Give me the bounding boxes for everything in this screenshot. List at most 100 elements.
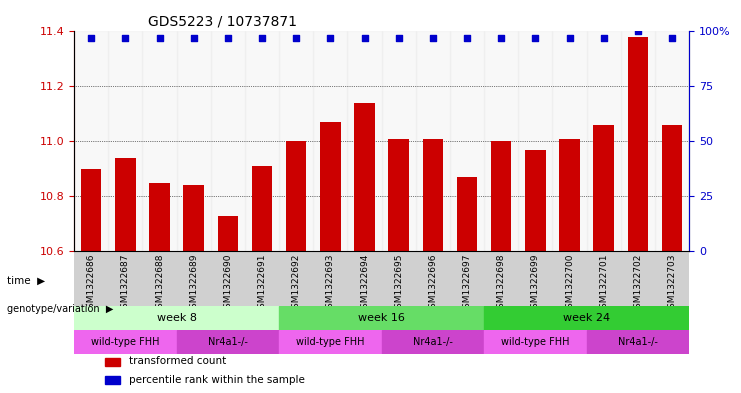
Text: percentile rank within the sample: percentile rank within the sample: [130, 375, 305, 385]
Point: [564, 35, 576, 41]
Text: wild-type FHH: wild-type FHH: [296, 337, 365, 347]
Point: [598, 35, 610, 41]
Bar: [218, 215, 238, 251]
Text: week 8: week 8: [156, 313, 196, 323]
Point: [85, 35, 97, 41]
Bar: [105, 358, 120, 365]
Text: GSM1322697: GSM1322697: [462, 254, 471, 314]
Bar: [587, 330, 689, 354]
Bar: [450, 31, 484, 251]
Text: GDS5223 / 10737871: GDS5223 / 10737871: [148, 15, 297, 29]
Text: week 16: week 16: [358, 313, 405, 323]
Point: [529, 35, 541, 41]
Bar: [587, 251, 621, 306]
Bar: [388, 139, 409, 251]
Text: GSM1322694: GSM1322694: [360, 254, 369, 314]
Bar: [450, 251, 484, 306]
Bar: [142, 251, 176, 306]
Bar: [279, 31, 313, 251]
Text: GSM1322702: GSM1322702: [634, 254, 642, 314]
Bar: [382, 251, 416, 306]
Point: [632, 28, 644, 35]
Bar: [354, 103, 375, 251]
Bar: [279, 330, 382, 354]
Point: [461, 35, 473, 41]
Bar: [245, 31, 279, 251]
Bar: [587, 31, 621, 251]
Bar: [313, 251, 348, 306]
Text: GSM1322691: GSM1322691: [258, 254, 267, 314]
Text: GSM1322690: GSM1322690: [223, 254, 233, 314]
Bar: [525, 150, 545, 251]
Bar: [108, 251, 142, 306]
Point: [290, 35, 302, 41]
Point: [427, 35, 439, 41]
Bar: [655, 31, 689, 251]
Bar: [320, 122, 341, 251]
Bar: [484, 330, 587, 354]
Bar: [279, 306, 484, 330]
Text: GSM1322689: GSM1322689: [189, 254, 198, 314]
Point: [393, 35, 405, 41]
Bar: [348, 251, 382, 306]
Bar: [279, 251, 313, 306]
Bar: [245, 251, 279, 306]
Text: GSM1322700: GSM1322700: [565, 254, 574, 314]
Bar: [518, 251, 553, 306]
Bar: [74, 330, 176, 354]
Bar: [628, 37, 648, 251]
Bar: [176, 330, 279, 354]
Bar: [184, 185, 204, 251]
Text: time  ▶: time ▶: [7, 276, 45, 286]
Bar: [416, 31, 450, 251]
Bar: [422, 139, 443, 251]
Bar: [210, 251, 245, 306]
Bar: [348, 31, 382, 251]
Bar: [210, 31, 245, 251]
Bar: [74, 251, 108, 306]
Bar: [108, 31, 142, 251]
Point: [256, 35, 268, 41]
Text: GSM1322687: GSM1322687: [121, 254, 130, 314]
Bar: [662, 125, 682, 251]
Bar: [484, 31, 518, 251]
Text: wild-type FHH: wild-type FHH: [501, 337, 570, 347]
Bar: [252, 166, 272, 251]
Bar: [149, 182, 170, 251]
Bar: [142, 31, 176, 251]
Bar: [313, 31, 348, 251]
Bar: [382, 31, 416, 251]
Bar: [621, 31, 655, 251]
Bar: [115, 158, 136, 251]
Text: wild-type FHH: wild-type FHH: [91, 337, 159, 347]
Text: GSM1322695: GSM1322695: [394, 254, 403, 314]
Point: [359, 35, 370, 41]
Bar: [518, 31, 553, 251]
Text: GSM1322699: GSM1322699: [531, 254, 540, 314]
Bar: [81, 169, 102, 251]
Text: Nr4a1-/-: Nr4a1-/-: [413, 337, 453, 347]
Bar: [553, 31, 587, 251]
Point: [153, 35, 165, 41]
Bar: [594, 125, 614, 251]
Text: Nr4a1-/-: Nr4a1-/-: [208, 337, 247, 347]
Text: Nr4a1-/-: Nr4a1-/-: [618, 337, 658, 347]
Point: [119, 35, 131, 41]
Text: GSM1322688: GSM1322688: [155, 254, 164, 314]
Text: GSM1322686: GSM1322686: [87, 254, 96, 314]
Bar: [382, 330, 484, 354]
Bar: [655, 251, 689, 306]
Text: GSM1322693: GSM1322693: [326, 254, 335, 314]
Text: genotype/variation  ▶: genotype/variation ▶: [7, 303, 114, 314]
Text: GSM1322701: GSM1322701: [599, 254, 608, 314]
Bar: [74, 31, 108, 251]
Point: [222, 35, 234, 41]
Bar: [559, 139, 579, 251]
Text: GSM1322698: GSM1322698: [496, 254, 505, 314]
Text: week 24: week 24: [563, 313, 610, 323]
Point: [495, 35, 507, 41]
Bar: [484, 251, 518, 306]
Bar: [491, 141, 511, 251]
Bar: [176, 251, 210, 306]
Text: GSM1322703: GSM1322703: [668, 254, 677, 314]
